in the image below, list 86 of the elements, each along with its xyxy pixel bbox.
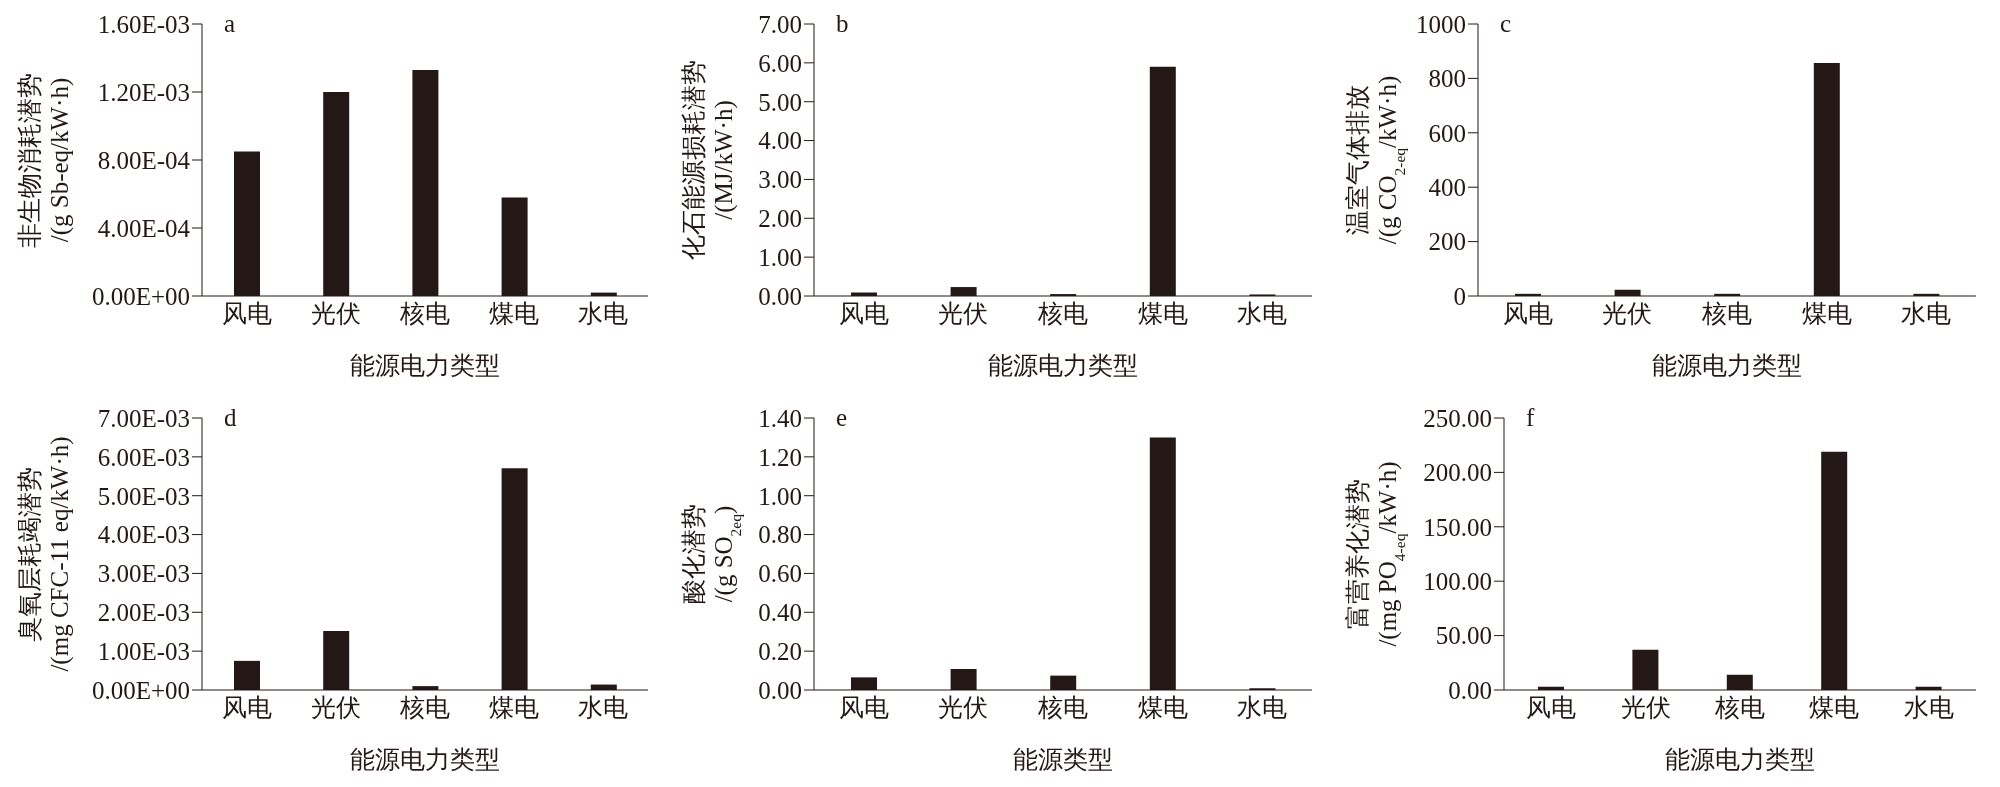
y-tick-label: 250.00 [1423, 404, 1492, 432]
x-tick-label: 核电 [1714, 693, 1765, 721]
x-tick-label: 核电 [399, 299, 450, 327]
x-tick-label: 风电 [221, 693, 272, 721]
y-tick-label: 800 [1428, 65, 1466, 93]
x-tick-label: 风电 [1526, 693, 1577, 721]
x-tick-label: 光伏 [938, 693, 989, 721]
x-tick-label: 光伏 [1602, 299, 1653, 327]
x-tick-label: 水电 [578, 299, 629, 327]
y-axis-title: 臭氧层耗竭潜势 /(mg CFC-11 eq/kW·h) [16, 436, 74, 672]
x-axis-title: 能源电力类型 [1652, 352, 1802, 379]
x-tick-label: 核电 [1037, 299, 1088, 327]
y-tick-label: 200.00 [1423, 459, 1492, 487]
y-tick-label: 600 [1428, 119, 1466, 147]
y-tick-label: 5.00E-03 [97, 482, 190, 510]
x-tick-label: 煤电 [489, 693, 540, 721]
y-tick-label: 0.00E+00 [91, 676, 190, 704]
y-tick-label: 3.00 [758, 166, 802, 194]
x-axis-title: 能源电力类型 [350, 746, 500, 773]
y-axis-title: 非生物消耗潜势 /(g Sb-eq/kW·h) [16, 72, 74, 248]
x-tick-label: 煤电 [1137, 299, 1188, 327]
y-tick-label: 200 [1428, 228, 1466, 256]
chart-title: b [836, 10, 849, 38]
y-tick-label: 2.00E-03 [97, 599, 190, 627]
y-tick-label: 1.60E-03 [97, 10, 190, 38]
x-tick-label: 煤电 [1801, 299, 1852, 327]
x-tick-label: 核电 [1037, 693, 1088, 721]
x-tick-label: 水电 [1237, 693, 1288, 721]
x-tick-label: 煤电 [1809, 693, 1860, 721]
x-axis-title: 能源电力类型 [988, 352, 1138, 379]
y-tick-label: 6.00 [758, 49, 802, 77]
x-tick-label: 煤电 [1137, 693, 1188, 721]
x-tick-label: 核电 [399, 693, 450, 721]
x-tick-label: 光伏 [310, 693, 361, 721]
x-tick-label: 风电 [221, 299, 272, 327]
y-tick-label: 3.00E-03 [97, 560, 190, 588]
y-tick-label: 1.40 [758, 404, 802, 432]
y-tick-label: 4.00E-04 [97, 214, 191, 242]
y-tick-label: 1.00E-03 [97, 638, 190, 666]
y-tick-label: 4.00 [758, 127, 802, 155]
y-tick-label: 0.00E+00 [91, 282, 190, 310]
chart-title: f [1526, 404, 1535, 432]
y-axis-title: 化石能源损耗潜势 /(MJ/kW·h) [680, 60, 738, 260]
chart-title: a [224, 10, 236, 38]
y-tick-label: 0 [1453, 282, 1466, 310]
x-tick-label: 风电 [838, 693, 889, 721]
x-tick-label: 水电 [578, 693, 629, 721]
x-tick-label: 核电 [1701, 299, 1752, 327]
x-axis-title: 能源类型 [1013, 746, 1113, 773]
y-tick-label: 4.00E-03 [97, 521, 190, 549]
x-tick-label: 水电 [1237, 299, 1288, 327]
y-tick-label: 0.20 [758, 638, 802, 666]
x-axis-title: 能源电力类型 [1665, 746, 1815, 773]
x-tick-label: 光伏 [310, 299, 361, 327]
chart-title: c [1500, 10, 1512, 38]
y-tick-label: 7.00E-03 [97, 404, 190, 432]
x-tick-label: 风电 [838, 299, 889, 327]
y-tick-label: 100.00 [1423, 568, 1492, 596]
y-tick-label: 1.00 [758, 244, 802, 272]
x-tick-label: 光伏 [938, 299, 989, 327]
chart-title: d [224, 404, 237, 432]
y-tick-label: 1.20 [758, 443, 802, 471]
x-tick-label: 风电 [1502, 299, 1553, 327]
y-tick-label: 8.00E-04 [97, 146, 191, 174]
y-tick-label: 5.00 [758, 88, 802, 116]
x-axis-title: 能源电力类型 [350, 352, 500, 379]
x-tick-label: 水电 [1901, 299, 1952, 327]
y-tick-label: 2.00 [758, 205, 802, 233]
x-tick-label: 煤电 [489, 299, 540, 327]
y-tick-label: 50.00 [1435, 622, 1492, 650]
x-tick-label: 水电 [1903, 693, 1954, 721]
y-tick-label: 150.00 [1423, 513, 1492, 541]
x-tick-label: 光伏 [1620, 693, 1671, 721]
y-tick-label: 0.00 [758, 282, 802, 310]
y-tick-label: 0.40 [758, 599, 802, 627]
y-tick-label: 1.00 [758, 482, 802, 510]
y-tick-label: 400 [1428, 174, 1466, 202]
y-tick-label: 0.00 [1448, 676, 1492, 704]
y-tick-label: 0.60 [758, 560, 802, 588]
y-tick-label: 1000 [1416, 10, 1466, 38]
y-tick-label: 6.00E-03 [97, 443, 190, 471]
y-tick-label: 1.20E-03 [97, 78, 190, 106]
y-tick-label: 0.80 [758, 521, 802, 549]
chart-title: e [836, 404, 848, 432]
y-tick-label: 0.00 [758, 676, 802, 704]
y-tick-label: 7.00 [758, 10, 802, 38]
